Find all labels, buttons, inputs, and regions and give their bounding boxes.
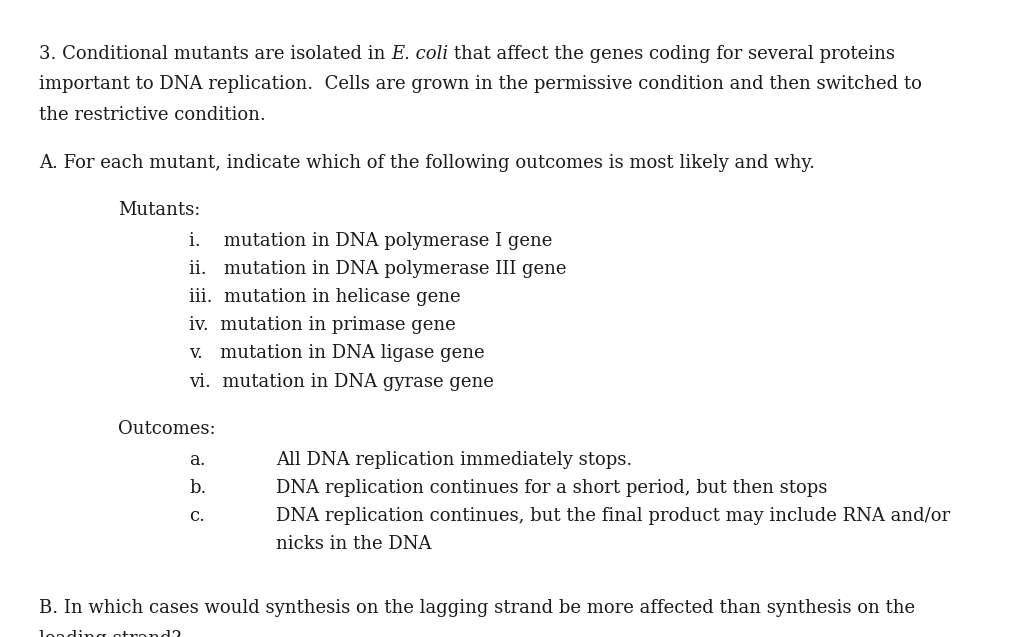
Text: iii.  mutation in helicase gene: iii. mutation in helicase gene (189, 288, 461, 306)
Text: Mutants:: Mutants: (118, 201, 200, 219)
Text: leading strand?: leading strand? (39, 629, 181, 637)
Text: DNA replication continues, but the final product may include RNA and/or: DNA replication continues, but the final… (276, 507, 950, 525)
Text: i.    mutation in DNA polymerase I gene: i. mutation in DNA polymerase I gene (189, 232, 553, 250)
Text: ii.   mutation in DNA polymerase III gene: ii. mutation in DNA polymerase III gene (189, 260, 567, 278)
Text: All DNA replication immediately stops.: All DNA replication immediately stops. (276, 451, 633, 469)
Text: important to DNA replication.  Cells are grown in the permissive condition and t: important to DNA replication. Cells are … (39, 75, 922, 93)
Text: B. In which cases would synthesis on the lagging strand be more affected than sy: B. In which cases would synthesis on the… (39, 599, 915, 617)
Text: the restrictive condition.: the restrictive condition. (39, 106, 265, 124)
Text: nicks in the DNA: nicks in the DNA (276, 535, 432, 554)
Text: A. For each mutant, indicate which of the following outcomes is most likely and : A. For each mutant, indicate which of th… (39, 154, 815, 171)
Text: iv.  mutation in primase gene: iv. mutation in primase gene (189, 316, 456, 334)
Text: DNA replication continues for a short period, but then stops: DNA replication continues for a short pe… (276, 479, 827, 497)
Text: a.: a. (189, 451, 206, 469)
Text: that affect the genes coding for several proteins: that affect the genes coding for several… (449, 45, 895, 62)
Text: Outcomes:: Outcomes: (118, 420, 215, 438)
Text: 3. Conditional mutants are isolated in: 3. Conditional mutants are isolated in (39, 45, 391, 62)
Text: v.   mutation in DNA ligase gene: v. mutation in DNA ligase gene (189, 345, 485, 362)
Text: c.: c. (189, 507, 206, 525)
Text: E. coli: E. coli (391, 45, 449, 62)
Text: vi.  mutation in DNA gyrase gene: vi. mutation in DNA gyrase gene (189, 373, 495, 390)
Text: b.: b. (189, 479, 207, 497)
